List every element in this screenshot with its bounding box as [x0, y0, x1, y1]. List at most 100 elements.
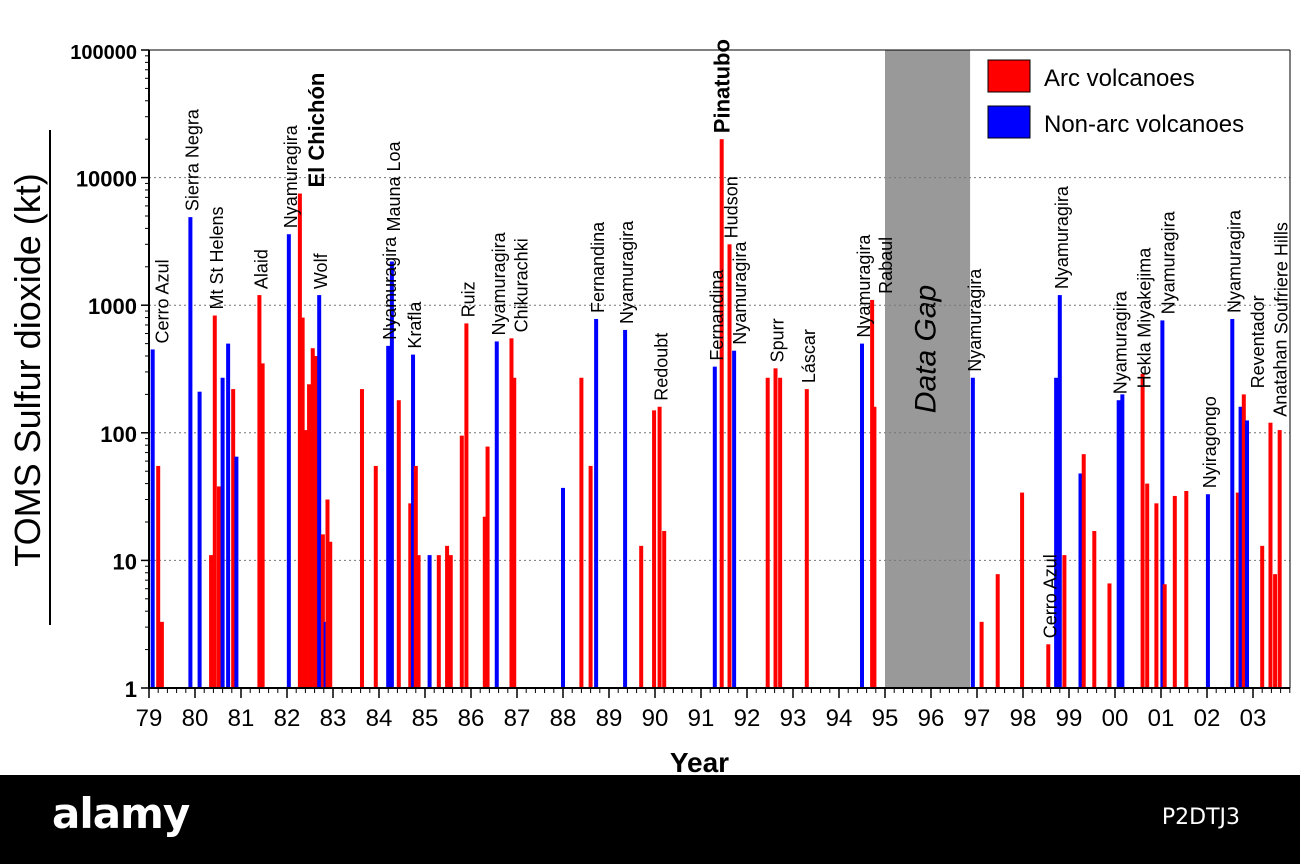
- volcano-label: Krafla: [405, 301, 425, 349]
- bar-arc: [416, 555, 421, 688]
- x-tick-label: 92: [734, 705, 761, 732]
- volcano-label: Mauna Loa: [384, 140, 404, 231]
- y-tick-label: 1000: [88, 294, 137, 319]
- bar-arc: [1020, 492, 1025, 688]
- volcano-label: Fernandina: [707, 269, 727, 361]
- bar-nonarc: [561, 487, 565, 688]
- volcano-label: Redoubt: [652, 333, 672, 401]
- volcano-label: Nyamuragira: [854, 234, 874, 338]
- bar-arc: [1235, 492, 1240, 688]
- volcano-label: Chikurachki: [511, 238, 531, 332]
- x-tick-label: 93: [780, 705, 807, 732]
- bar-arc: [459, 435, 464, 688]
- bar-arc: [1154, 503, 1159, 688]
- bar-arc: [448, 555, 453, 688]
- bar-arc: [1162, 584, 1167, 688]
- bar-nonarc: [732, 350, 737, 688]
- x-tick-label: 90: [642, 705, 669, 732]
- bar-nonarc: [234, 456, 239, 688]
- volcano-label: Hudson: [722, 176, 742, 238]
- bar-arc: [436, 555, 441, 688]
- bar-arc: [1081, 454, 1086, 688]
- bar-arc: [257, 295, 262, 688]
- data-gap-label: Data Gap: [909, 285, 942, 413]
- x-tick-label: 80: [182, 705, 209, 732]
- bar-nonarc: [1160, 320, 1165, 688]
- volcano-label: Nyamuragira: [1111, 290, 1131, 394]
- bar-nonarc: [386, 345, 391, 688]
- bar-nonarc: [1245, 420, 1250, 688]
- bar-arc: [231, 389, 236, 688]
- volcano-label: Nyamuragira: [1052, 185, 1072, 289]
- x-tick-label: 94: [826, 705, 853, 732]
- x-tick-label: 96: [918, 705, 945, 732]
- x-tick-label: 00: [1102, 705, 1129, 732]
- volcano-label: Anatahan: [1270, 340, 1290, 417]
- bar-arc: [485, 446, 490, 688]
- bar-nonarc: [1057, 295, 1062, 688]
- bar-arc: [872, 406, 877, 688]
- bar-arc: [1260, 545, 1265, 688]
- volcano-label: Miyakejima: [1135, 247, 1155, 338]
- x-tick-label: 85: [412, 705, 439, 732]
- bar-arc: [719, 139, 724, 688]
- x-tick-label: 79: [136, 705, 163, 732]
- bar-nonarc: [286, 234, 291, 688]
- y-tick-label: 10000: [76, 167, 137, 192]
- volcano-label: Wolf: [311, 252, 331, 289]
- x-tick-label: 95: [872, 705, 899, 732]
- bar-arc: [778, 377, 783, 688]
- bar-arc: [639, 545, 644, 688]
- bar-nonarc: [1230, 318, 1235, 688]
- bar-nonarc: [1120, 394, 1125, 688]
- bar-arc: [464, 323, 469, 688]
- bar-arc: [396, 400, 401, 688]
- x-tick-label: 03: [1240, 705, 1267, 732]
- bar-arc: [1046, 644, 1051, 688]
- bar-nonarc: [1116, 400, 1121, 688]
- volcano-label: Nyamuragira: [380, 236, 400, 340]
- bar-nonarc: [1078, 473, 1083, 688]
- legend-swatch-arc: [987, 59, 1031, 93]
- bar-arc: [325, 499, 330, 688]
- alamy-logo: alamy: [52, 789, 190, 838]
- x-tick-label: 86: [458, 705, 485, 732]
- bar-arc: [413, 465, 418, 688]
- bar-arc: [1145, 483, 1150, 688]
- y-tick-label: 100000: [70, 42, 137, 64]
- bar-nonarc: [594, 318, 599, 688]
- volcano-label: Nyamuragira: [617, 220, 637, 324]
- x-tick-label: 01: [1148, 705, 1175, 732]
- bar-arc: [662, 530, 667, 688]
- x-tick-label: 81: [228, 705, 255, 732]
- bar-arc: [979, 621, 984, 688]
- bar-arc: [804, 389, 809, 688]
- volcano-label: Spurr: [768, 318, 788, 362]
- bar-arc: [1184, 490, 1189, 688]
- bar-arc: [260, 363, 265, 688]
- bar-nonarc: [860, 343, 864, 688]
- watermark-footer: alamy P2DTJ3: [0, 775, 1300, 864]
- bar-arc: [300, 317, 305, 688]
- bar-arc: [320, 534, 325, 688]
- bar-arc: [579, 377, 584, 688]
- bar-arc: [1107, 583, 1112, 688]
- bar-nonarc: [220, 377, 225, 688]
- bar-arc: [995, 574, 1000, 688]
- x-tick-label: 97: [964, 705, 991, 732]
- bar-arc: [765, 377, 770, 688]
- bar-arc: [408, 503, 413, 688]
- legend-swatch-nonarc: [987, 105, 1031, 139]
- bar-nonarc: [1238, 406, 1243, 688]
- bar-nonarc: [226, 343, 231, 688]
- so2-bar-chart: Data Gap 1 10 100 1000 10000 100000 Arc volcano…: [7, 39, 1292, 775]
- volcano-label: Rabaul: [876, 237, 896, 294]
- bar-arc: [307, 384, 312, 688]
- bar-arc: [1268, 422, 1273, 688]
- bar-arc: [1172, 495, 1177, 688]
- volcano-label: Láscar: [799, 329, 819, 383]
- volcano-label: Mt St Helens: [207, 206, 227, 309]
- volcano-label: Ruiz: [458, 281, 478, 317]
- volcano-label: Nyamuragira: [965, 268, 985, 372]
- bar-arc: [297, 193, 302, 688]
